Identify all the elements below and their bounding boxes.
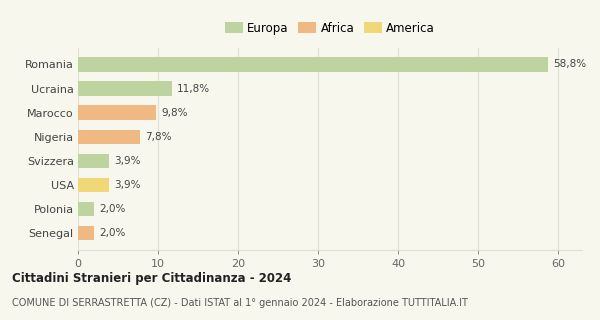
Text: 2,0%: 2,0%	[99, 204, 125, 214]
Bar	[78, 178, 109, 192]
Bar	[78, 226, 94, 240]
Legend: Europa, Africa, America: Europa, Africa, America	[221, 18, 439, 38]
Text: 3,9%: 3,9%	[114, 156, 140, 166]
Text: 9,8%: 9,8%	[161, 108, 188, 118]
Bar	[78, 202, 94, 216]
Text: 11,8%: 11,8%	[177, 84, 211, 93]
Bar	[78, 57, 548, 72]
Text: 58,8%: 58,8%	[553, 60, 586, 69]
Text: Cittadini Stranieri per Cittadinanza - 2024: Cittadini Stranieri per Cittadinanza - 2…	[12, 272, 292, 285]
Text: 2,0%: 2,0%	[99, 228, 125, 238]
Bar	[78, 81, 172, 96]
Bar	[78, 105, 157, 120]
Bar	[78, 154, 109, 168]
Bar	[78, 130, 140, 144]
Text: COMUNE DI SERRASTRETTA (CZ) - Dati ISTAT al 1° gennaio 2024 - Elaborazione TUTTI: COMUNE DI SERRASTRETTA (CZ) - Dati ISTAT…	[12, 298, 468, 308]
Text: 3,9%: 3,9%	[114, 180, 140, 190]
Text: 7,8%: 7,8%	[145, 132, 172, 142]
